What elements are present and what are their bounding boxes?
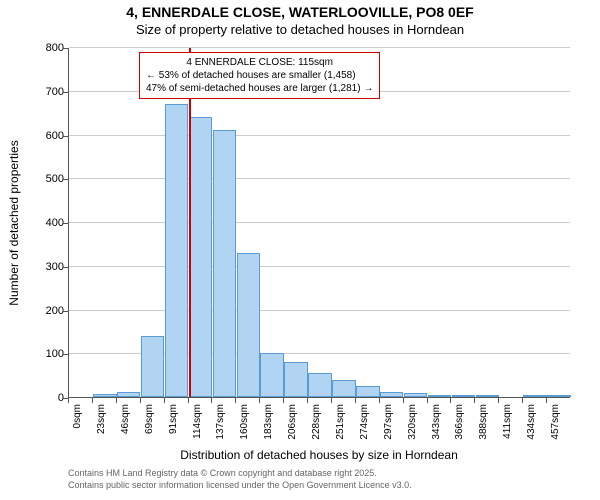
y-tick-label: 200 [24,305,64,317]
histogram-bar [213,130,236,397]
x-axis-label: Distribution of detached houses by size … [68,448,570,462]
info-line2: ← 53% of detached houses are smaller (1,… [146,69,373,82]
histogram-bar [117,392,140,397]
histogram-bar [260,353,283,397]
y-tick-label: 800 [24,42,64,54]
x-tick-label: 137sqm [215,404,226,440]
title-line2: Size of property relative to detached ho… [0,22,600,37]
histogram-bar [547,395,570,397]
plot-area: 4 ENNERDALE CLOSE: 115sqm ← 53% of detac… [68,48,570,398]
histogram-bar [476,395,499,397]
x-tick-label: 228sqm [311,404,322,440]
x-tick-label: 366sqm [454,404,465,440]
y-tick-label: 100 [24,348,64,360]
footer-line1: Contains HM Land Registry data © Crown c… [68,468,412,480]
y-axis-label: Number of detached properties [7,140,21,305]
info-box: 4 ENNERDALE CLOSE: 115sqm ← 53% of detac… [139,52,380,99]
y-tick-label: 0 [24,392,64,404]
gridline [69,222,570,223]
y-tick-label: 300 [24,261,64,273]
histogram-bar [165,104,188,397]
x-tick [68,398,69,403]
x-tick-label: 251sqm [335,404,346,440]
histogram-bar [93,394,116,398]
chart-container: 4, ENNERDALE CLOSE, WATERLOOVILLE, PO8 0… [0,0,600,500]
x-tick-label: 457sqm [550,404,561,440]
histogram-bar [141,336,164,397]
histogram-bar [380,392,403,397]
title-block: 4, ENNERDALE CLOSE, WATERLOOVILLE, PO8 0… [0,4,600,37]
x-tick [427,398,428,403]
x-tick [307,398,308,403]
histogram-bar [404,393,427,397]
x-tick-label: 91sqm [168,404,179,434]
x-tick [355,398,356,403]
histogram-bar [237,253,260,397]
x-tick [522,398,523,403]
x-tick-label: 69sqm [144,404,155,434]
info-line3: 47% of semi-detached houses are larger (… [146,82,373,95]
histogram-bar [284,362,307,397]
y-tick-label: 400 [24,217,64,229]
gridline [69,266,570,267]
x-tick-label: 206sqm [287,404,298,440]
x-tick [92,398,93,403]
histogram-bar [452,395,475,397]
footer-line2: Contains public sector information licen… [68,480,412,492]
info-line1: 4 ENNERDALE CLOSE: 115sqm [146,56,373,69]
x-tick [474,398,475,403]
marker-line [189,48,191,397]
x-tick-label: 297sqm [383,404,394,440]
x-tick-label: 343sqm [431,404,442,440]
histogram-bar [332,380,355,398]
histogram-bar [356,386,379,397]
x-tick-label: 388sqm [478,404,489,440]
histogram-bar [523,395,546,397]
x-tick-label: 411sqm [502,404,513,439]
x-tick [403,398,404,403]
x-tick [379,398,380,403]
x-tick [498,398,499,403]
x-tick-label: 183sqm [263,404,274,440]
histogram-bar [189,117,212,397]
x-tick-label: 160sqm [239,404,250,440]
x-tick [235,398,236,403]
x-tick-label: 46sqm [120,404,131,434]
x-tick-label: 23sqm [96,404,107,434]
x-tick-label: 0sqm [72,404,83,428]
histogram-bar [308,373,331,397]
title-line1: 4, ENNERDALE CLOSE, WATERLOOVILLE, PO8 0… [0,4,600,20]
x-tick [211,398,212,403]
histogram-bar [428,395,451,397]
x-tick [164,398,165,403]
gridline [69,135,570,136]
x-tick-label: 434sqm [526,404,537,440]
x-tick [188,398,189,403]
footer: Contains HM Land Registry data © Crown c… [68,468,412,491]
x-tick-label: 274sqm [359,404,370,440]
x-tick [140,398,141,403]
gridline [69,310,570,311]
y-tick-label: 700 [24,86,64,98]
gridline [69,47,570,48]
x-tick [450,398,451,403]
x-tick [331,398,332,403]
x-tick [259,398,260,403]
gridline [69,178,570,179]
x-tick-label: 114sqm [192,404,203,439]
y-tick-label: 600 [24,130,64,142]
x-tick [116,398,117,403]
x-tick [546,398,547,403]
y-tick-label: 500 [24,173,64,185]
x-tick [283,398,284,403]
x-tick-label: 320sqm [407,404,418,440]
